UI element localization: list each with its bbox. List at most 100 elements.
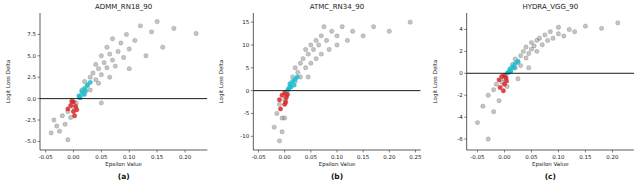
y-tick xyxy=(464,51,467,52)
y-tick-label: 15 xyxy=(242,19,249,25)
scatter-point xyxy=(110,58,114,62)
scatter-point xyxy=(311,47,315,51)
x-tick-label: -0.05 xyxy=(251,154,266,160)
scatter-point xyxy=(505,71,509,75)
scatter-point xyxy=(149,30,153,34)
y-tick xyxy=(251,22,254,23)
y-axis-line xyxy=(253,13,254,150)
y-tick-label: 0 xyxy=(459,70,463,76)
chart-title: HYDRA_VGG_90 xyxy=(522,3,578,11)
y-axis-line xyxy=(466,13,467,150)
scatter-point xyxy=(319,52,323,56)
scatter-point xyxy=(501,89,505,93)
x-axis-line xyxy=(40,150,207,151)
scatter-point xyxy=(91,71,95,75)
scatter-point xyxy=(309,43,313,47)
scatter-point xyxy=(535,49,539,53)
scatter-point xyxy=(124,32,128,36)
scatter-point xyxy=(491,109,495,113)
x-tick-label: 0.15 xyxy=(357,154,370,160)
scatter-point xyxy=(306,52,310,56)
scatter-point xyxy=(99,54,103,58)
y-axis-label: Logit Loss Delta xyxy=(432,60,439,104)
x-tick xyxy=(73,150,74,153)
x-tick xyxy=(415,150,416,153)
scatter-point xyxy=(556,25,560,29)
panel-caption: (a) xyxy=(118,172,130,181)
y-tick-label: 5.0 xyxy=(27,53,36,59)
panel-caption: (c) xyxy=(545,172,556,181)
panel: HYDRA_VGG_90-0.050.000.050.100.150.20-6-… xyxy=(432,3,634,181)
scatter-point xyxy=(102,60,106,64)
x-tick xyxy=(585,150,586,153)
y-tick-label: -5 xyxy=(244,110,250,116)
scatter-point xyxy=(486,93,490,97)
scatter-point xyxy=(303,66,307,70)
y-tick-label: -2.5 xyxy=(25,117,36,123)
scatter-point xyxy=(96,81,100,85)
scatter-point xyxy=(491,88,495,92)
scatter-point xyxy=(330,29,334,33)
panel: ATMC_RN34_90-0.050.000.050.100.150.200.2… xyxy=(218,3,422,181)
scatter-point xyxy=(537,36,541,40)
scatter-point xyxy=(551,36,555,40)
y-tick xyxy=(251,67,254,68)
scatter-point xyxy=(309,61,313,65)
x-tick xyxy=(284,150,285,153)
scatter-point xyxy=(556,32,560,36)
scatter-point xyxy=(532,44,536,48)
x-tick-label: 0.00 xyxy=(279,154,292,160)
scatter-point xyxy=(543,33,547,37)
scatter-point xyxy=(277,139,281,143)
scatter-point xyxy=(486,137,490,141)
scatter-point xyxy=(335,43,339,47)
x-tick-label: -0.05 xyxy=(38,154,53,160)
scatter-point xyxy=(78,96,82,100)
x-tick xyxy=(129,150,130,153)
scatter-point xyxy=(284,100,288,104)
scatter-point xyxy=(60,114,64,118)
x-axis-label: Epsilon Value xyxy=(532,161,569,168)
x-tick-label: 0.15 xyxy=(151,154,164,160)
scatter-point xyxy=(119,41,123,45)
x-tick xyxy=(258,150,259,153)
scatter-point xyxy=(116,49,120,53)
scatter-point xyxy=(504,75,508,79)
y-tick xyxy=(38,34,41,35)
x-tick xyxy=(558,150,559,153)
scatter-point xyxy=(283,116,287,120)
scatter-point xyxy=(49,131,53,135)
reference-line xyxy=(253,90,420,91)
x-tick-label: 0.05 xyxy=(95,154,108,160)
scatter-point xyxy=(57,129,61,133)
scatter-point xyxy=(88,75,92,79)
scatter-point xyxy=(144,54,148,58)
scatter-point xyxy=(285,92,289,96)
scatter-point xyxy=(301,56,305,60)
scatter-point xyxy=(345,38,349,42)
y-tick-label: -5.0 xyxy=(25,138,36,144)
scatter-point xyxy=(272,125,276,129)
plot-area xyxy=(467,21,634,142)
y-tick-label: -2 xyxy=(457,92,462,98)
scatter-point xyxy=(75,108,79,112)
x-tick-label: 0.15 xyxy=(579,154,592,160)
y-tick xyxy=(38,98,41,99)
x-tick xyxy=(101,150,102,153)
x-tick-label: 0.10 xyxy=(331,154,344,160)
scatter-point xyxy=(572,29,576,33)
scatter-point xyxy=(110,36,114,40)
x-tick-label: 0.00 xyxy=(498,154,511,160)
x-tick xyxy=(363,150,364,153)
scatter-point xyxy=(540,43,544,47)
scatter-point xyxy=(63,122,67,126)
scatter-point xyxy=(524,45,528,49)
scatter-point xyxy=(70,99,74,103)
y-tick-label: 2.5 xyxy=(27,74,36,80)
scatter-point xyxy=(105,45,109,49)
x-tick-label: 0.05 xyxy=(305,154,318,160)
scatter-point xyxy=(278,107,282,111)
scatter-point xyxy=(292,83,296,87)
scatter-point xyxy=(319,34,323,38)
y-tick xyxy=(38,77,41,78)
